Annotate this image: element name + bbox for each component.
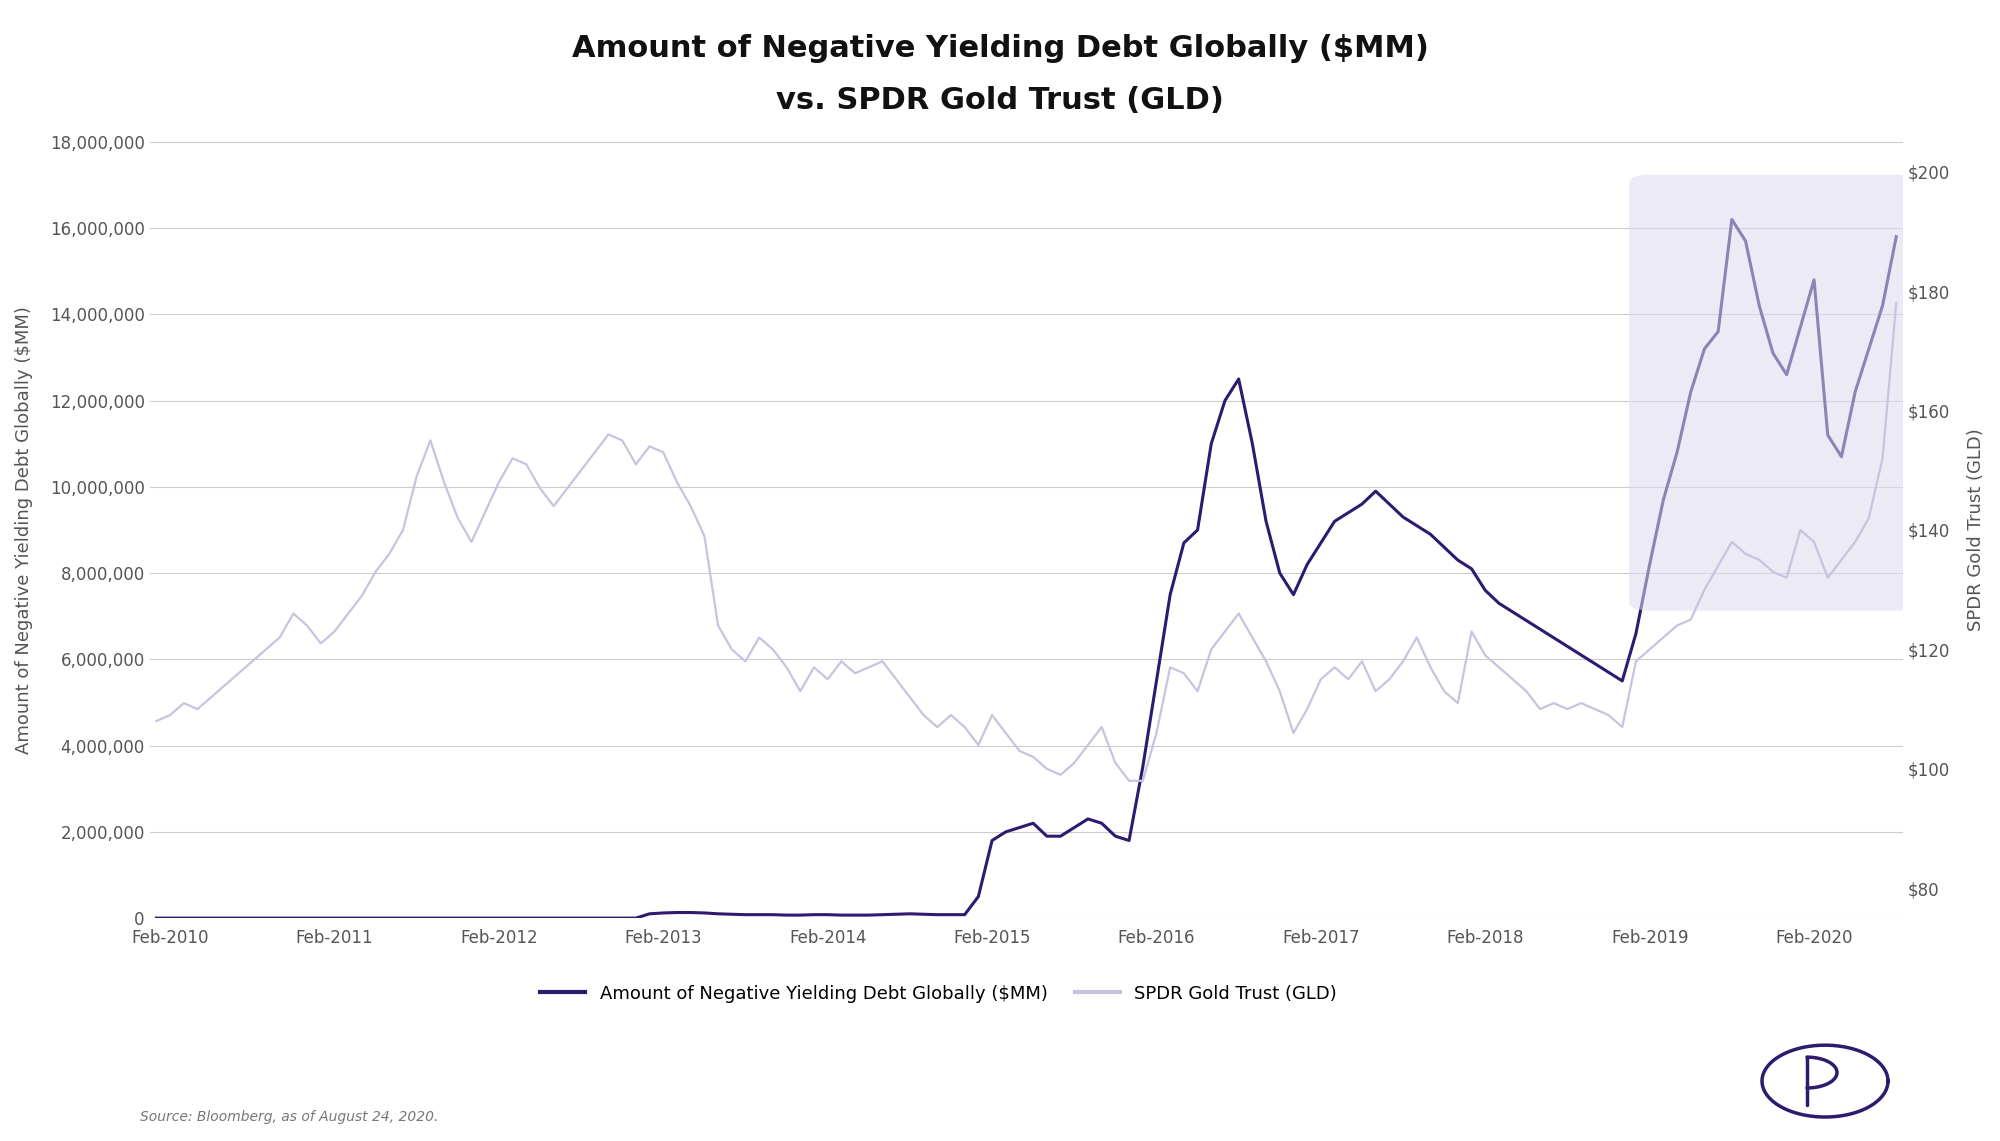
Text: Source: Bloomberg, as of August 24, 2020.: Source: Bloomberg, as of August 24, 2020… xyxy=(140,1110,438,1124)
Y-axis label: Amount of Negative Yielding Debt Globally ($MM): Amount of Negative Yielding Debt Globall… xyxy=(16,306,34,754)
FancyBboxPatch shape xyxy=(1630,175,1916,610)
Text: Amount of Negative Yielding Debt Globally ($MM): Amount of Negative Yielding Debt Globall… xyxy=(572,34,1428,63)
Y-axis label: SPDR Gold Trust (GLD): SPDR Gold Trust (GLD) xyxy=(1968,429,1984,631)
Legend: Amount of Negative Yielding Debt Globally ($MM), SPDR Gold Trust (GLD): Amount of Negative Yielding Debt Globall… xyxy=(532,978,1344,1010)
Text: vs. SPDR Gold Trust (GLD): vs. SPDR Gold Trust (GLD) xyxy=(776,86,1224,114)
